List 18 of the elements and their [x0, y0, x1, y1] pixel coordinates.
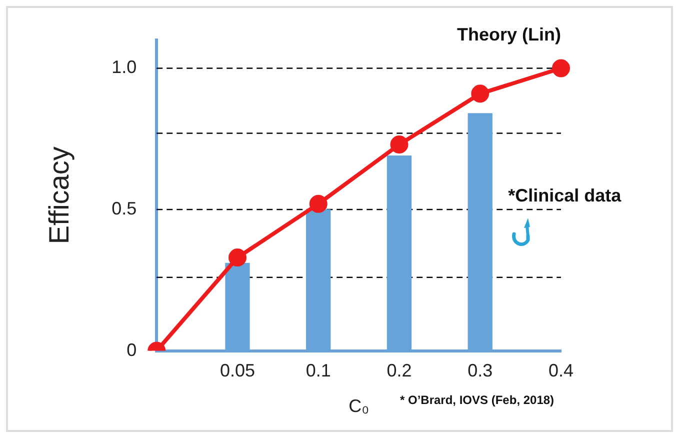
x-tick-label: 0.05 [220, 360, 256, 381]
x-tick-label: 0.1 [306, 360, 331, 381]
text: * O’Brard, IOVS (Feb, 2018) [400, 393, 554, 407]
x-tick-label: 0.4 [548, 360, 574, 381]
point [471, 84, 490, 103]
x-tick-label: 0.2 [386, 360, 412, 381]
x-axis-title: C₀ [348, 396, 370, 416]
series-label: *Clinical data [508, 186, 622, 206]
point [309, 194, 328, 213]
y-tick-label: 1.0 [112, 57, 137, 78]
point [228, 248, 246, 267]
x-tick-label: 0.3 [468, 360, 493, 381]
point [390, 136, 408, 154]
point [552, 59, 570, 78]
y-axis-title: Efficacy [44, 146, 75, 244]
series-label: Theory (Lin) [457, 24, 561, 44]
y-tick-label: 0.5 [112, 198, 137, 218]
y-tick-label: 0 [126, 340, 137, 360]
